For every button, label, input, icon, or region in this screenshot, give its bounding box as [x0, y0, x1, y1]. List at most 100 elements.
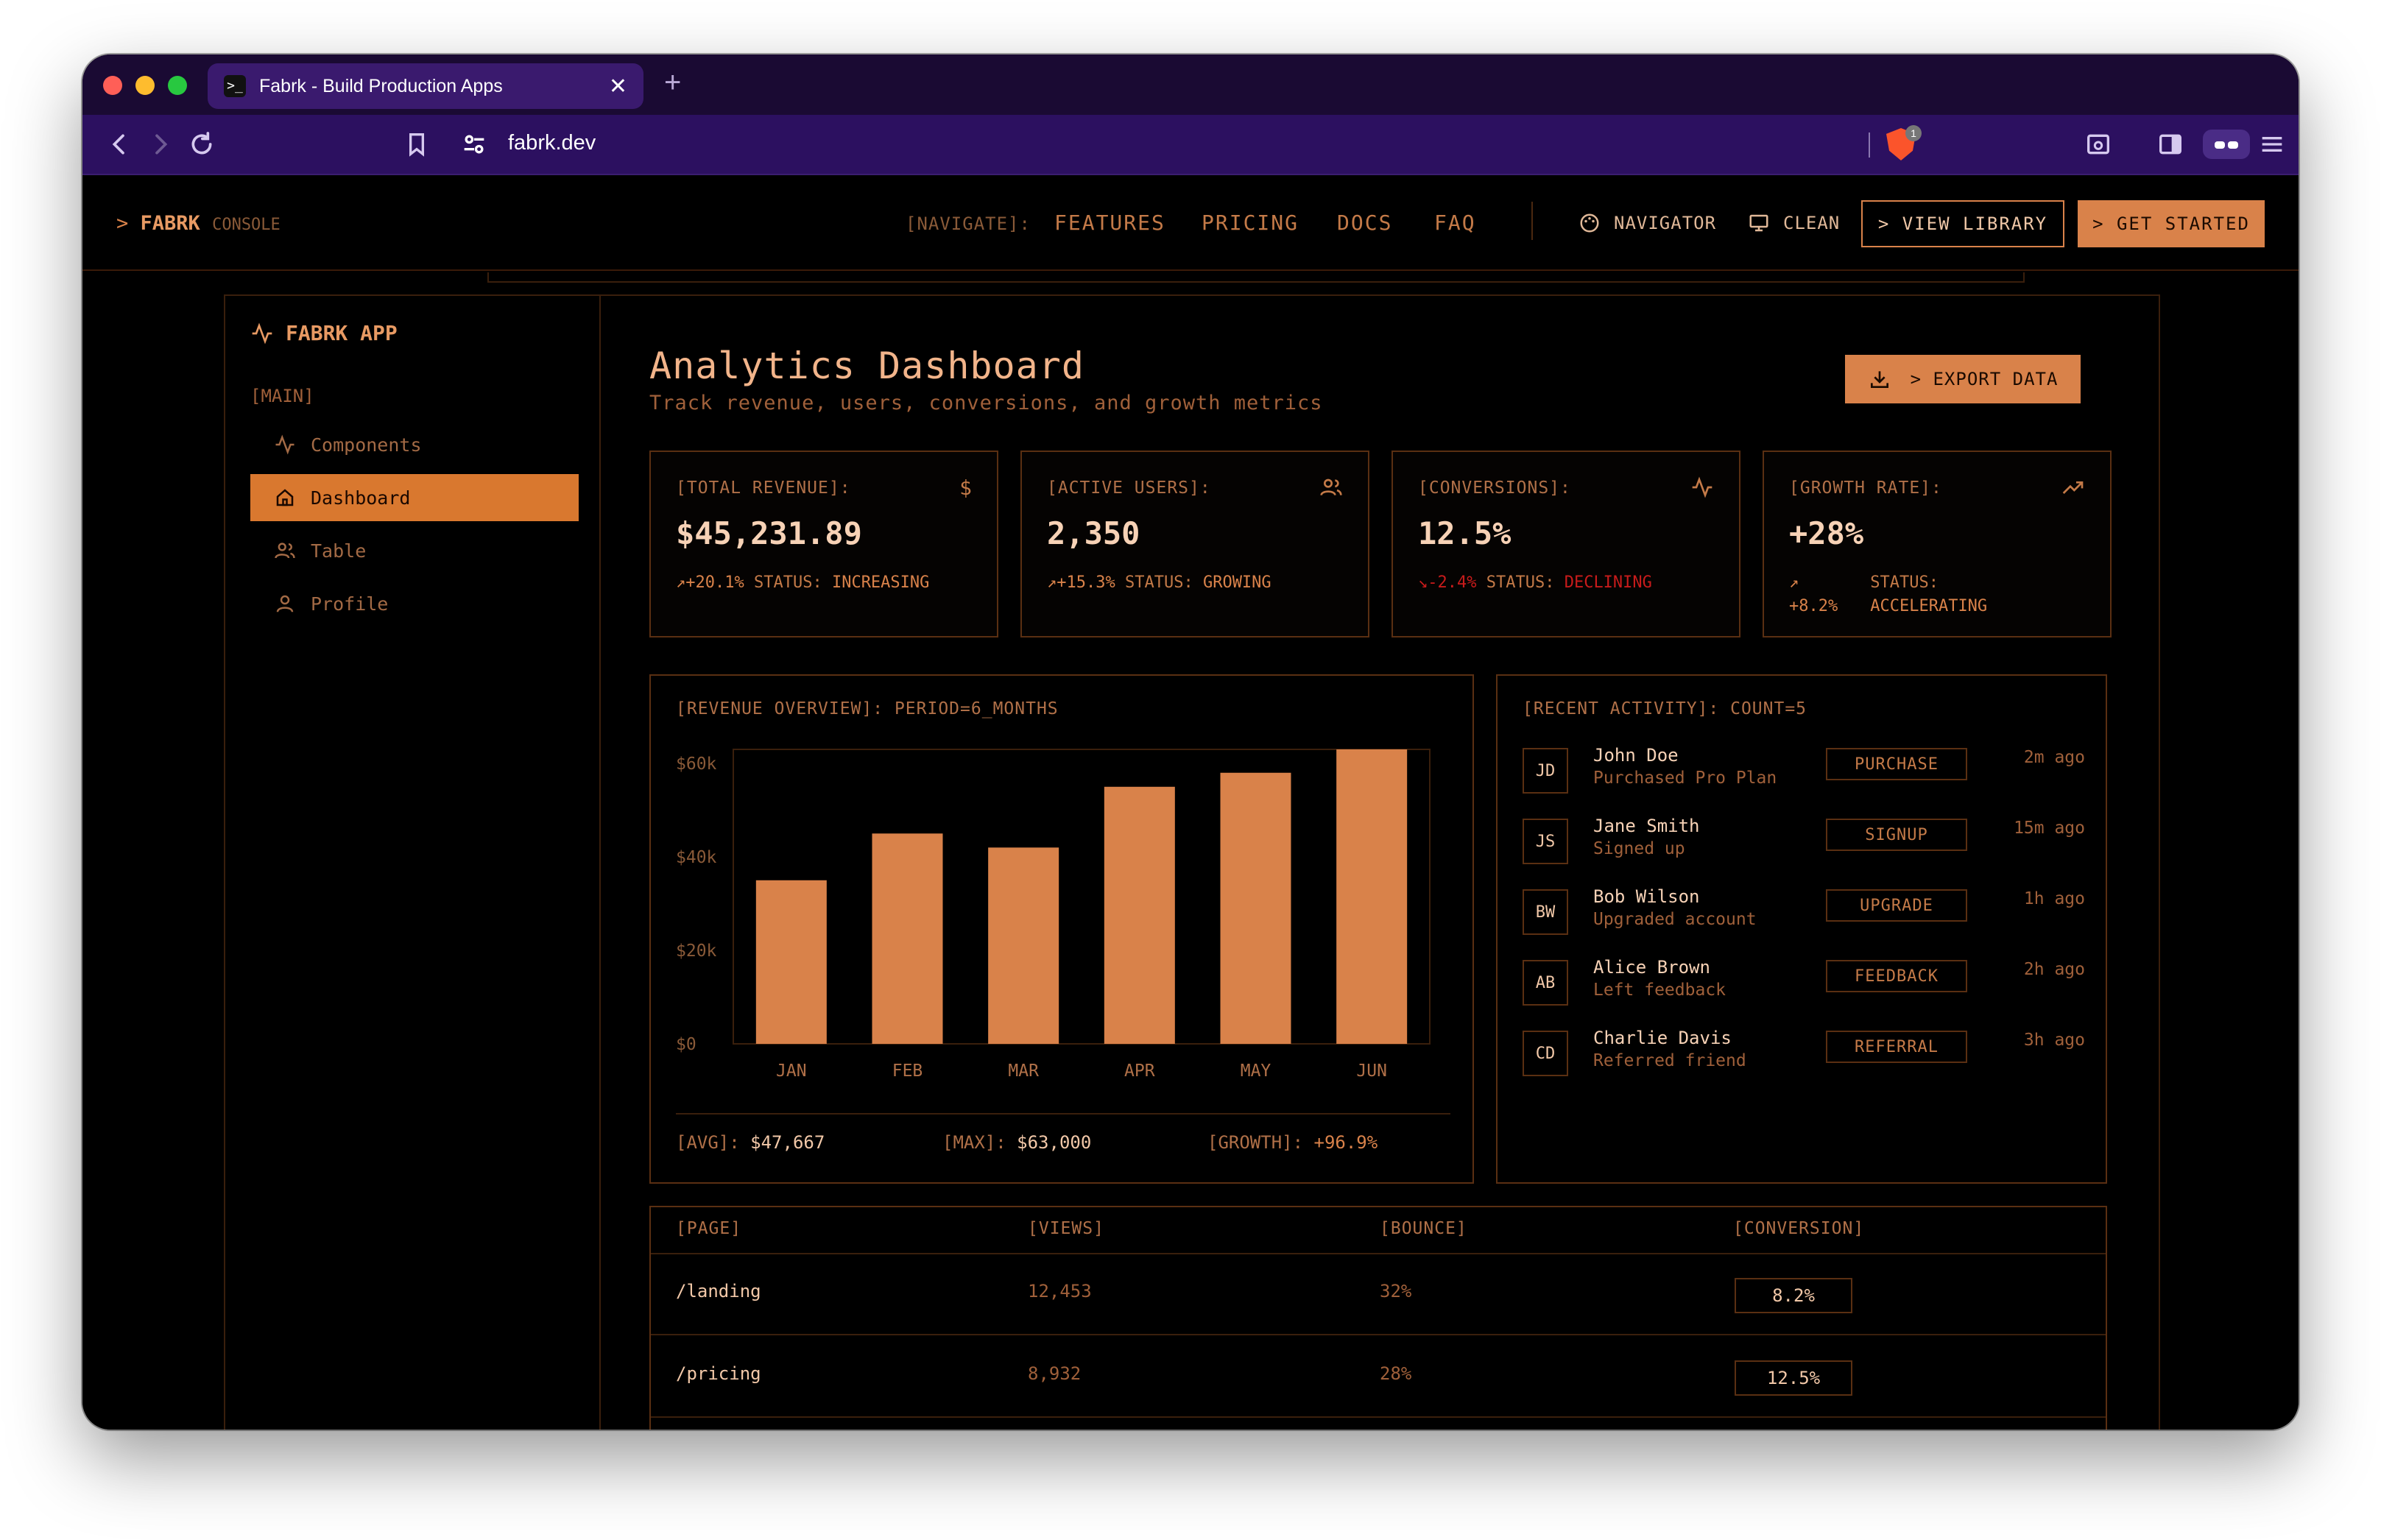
- y-tick-label: $0: [676, 1035, 696, 1054]
- nav-link-faq[interactable]: FAQ: [1434, 211, 1476, 235]
- tab-title: Fabrk - Build Production Apps: [259, 75, 503, 96]
- max-label: [MAX]:: [942, 1132, 1006, 1153]
- cell-bounce: 32%: [1380, 1281, 1412, 1301]
- menu-icon[interactable]: [2257, 130, 2287, 159]
- toolbar-divider: [1869, 133, 1870, 158]
- reader-mode-icon[interactable]: [2084, 130, 2113, 159]
- activity-user: Charlie Davis: [1593, 1028, 1732, 1048]
- dollar-icon: $: [959, 476, 972, 500]
- tab-strip: >_ Fabrk - Build Production Apps ✕ +: [82, 54, 2299, 115]
- app-frame: FABRK APP [MAIN] Components Dashboard Ta…: [224, 294, 2160, 1430]
- cell-bounce: 28%: [1380, 1363, 1412, 1384]
- bar-jun[interactable]: [1336, 749, 1408, 1044]
- get-started-button[interactable]: > GET STARTED: [2078, 200, 2265, 247]
- table-header-divider: [651, 1253, 2106, 1254]
- stat-status-label: STATUS:: [1870, 573, 1939, 592]
- maximize-window-button[interactable]: [168, 76, 187, 95]
- logo-suffix: CONSOLE: [212, 216, 281, 234]
- stat-label: [CONVERSIONS]:: [1418, 478, 1571, 498]
- bar-jan[interactable]: [755, 880, 827, 1044]
- column-header-views[interactable]: [VIEWS]: [1028, 1219, 1104, 1238]
- activity-badge: FEEDBACK: [1826, 960, 1967, 992]
- column-header-bounce[interactable]: [BOUNCE]: [1380, 1219, 1467, 1238]
- activity-time: 2h ago: [2023, 960, 2085, 979]
- activity-row[interactable]: AB Alice Brown Left feedback FEEDBACK 2h…: [1523, 957, 2085, 1011]
- bar-feb[interactable]: [872, 833, 943, 1044]
- cell-page: /landing: [676, 1281, 761, 1301]
- bookmark-icon[interactable]: [402, 130, 431, 159]
- site-settings-icon[interactable]: [459, 130, 489, 159]
- bar-may[interactable]: [1220, 772, 1291, 1044]
- stat-status: ACCELERATING: [1870, 597, 1988, 615]
- stat-change: +8.2%: [1789, 597, 1838, 615]
- users-icon: [275, 543, 295, 559]
- growth-value: +96.9%: [1313, 1132, 1378, 1153]
- avg-label: [AVG]:: [676, 1132, 740, 1153]
- activity-user: Alice Brown: [1593, 957, 1710, 978]
- stat-change: -2.4%: [1428, 573, 1477, 592]
- activity-row[interactable]: CD Charlie Davis Referred friend REFERRA…: [1523, 1028, 2085, 1082]
- clean-button[interactable]: CLEAN: [1748, 212, 1840, 234]
- x-tick-label: JUN: [1356, 1062, 1387, 1081]
- address-bar[interactable]: fabrk.dev: [508, 131, 596, 155]
- table-row[interactable]: /pricing 8,932 28% 12.5%: [651, 1337, 2106, 1418]
- activity-row[interactable]: JD John Doe Purchased Pro Plan PURCHASE …: [1523, 745, 2085, 799]
- x-tick-label: MAR: [1008, 1062, 1039, 1081]
- forward-icon[interactable]: [146, 130, 175, 159]
- x-tick-label: JAN: [776, 1062, 807, 1081]
- column-header-page[interactable]: [PAGE]: [676, 1219, 742, 1238]
- cell-conversion: 8.2%: [1735, 1278, 1852, 1313]
- stat-label: [ACTIVE USERS]:: [1047, 478, 1211, 498]
- stat-footer: ↘-2.4% STATUS: DECLINING: [1418, 571, 1652, 595]
- sidebar-item-profile[interactable]: Profile: [250, 580, 579, 627]
- back-icon[interactable]: [105, 130, 134, 159]
- cell-conversion: 12.5%: [1735, 1360, 1852, 1396]
- activity-user: Jane Smith: [1593, 816, 1700, 836]
- stat-card-growth: [GROWTH RATE]: +28% ↗ +8.2% STATUS: ACCE…: [1763, 451, 2112, 637]
- navigator-button[interactable]: NAVIGATOR: [1578, 212, 1716, 234]
- activity-title: [RECENT ACTIVITY]: COUNT=5: [1523, 699, 1807, 718]
- trend-up-icon: ↗: [676, 573, 686, 592]
- nav-link-docs[interactable]: DOCS: [1337, 211, 1393, 235]
- nav-link-features[interactable]: FEATURES: [1054, 211, 1165, 235]
- private-mode-icon[interactable]: [2203, 130, 2250, 159]
- site-header: > FABRK CONSOLE [NAVIGATE]: FEATURES PRI…: [82, 175, 2299, 271]
- activity-row[interactable]: JS Jane Smith Signed up SIGNUP 15m ago: [1523, 816, 2085, 870]
- activity-time: 3h ago: [2023, 1031, 2085, 1050]
- export-data-button[interactable]: > EXPORT DATA: [1845, 355, 2081, 403]
- download-icon: [1870, 371, 1888, 388]
- close-window-button[interactable]: [103, 76, 122, 95]
- column-header-conversion[interactable]: [CONVERSION]: [1733, 1219, 1865, 1238]
- table-row[interactable]: /landing 12,453 32% 8.2%: [651, 1254, 2106, 1335]
- browser-toolbar: fabrk.dev 1: [82, 115, 2299, 175]
- logo-prompt: >: [116, 212, 129, 235]
- activity-badge: PURCHASE: [1826, 748, 1967, 780]
- sidebar-toggle-icon[interactable]: [2156, 130, 2185, 159]
- sidebar-item-label: Dashboard: [311, 487, 411, 509]
- tab-close-button[interactable]: ✕: [608, 74, 627, 99]
- avg-value: $47,667: [750, 1132, 825, 1153]
- stat-card-users: [ACTIVE USERS]: 2,350 ↗+15.3% STATUS: GR…: [1020, 451, 1369, 637]
- browser-tab[interactable]: >_ Fabrk - Build Production Apps ✕: [208, 63, 643, 109]
- stat-value: $45,231.89: [676, 515, 862, 551]
- cell-views: 12,453: [1028, 1281, 1092, 1301]
- sidebar-item-components[interactable]: Components: [250, 421, 579, 468]
- reload-icon[interactable]: [187, 130, 216, 159]
- shields-count-badge: 1: [1905, 125, 1922, 141]
- plot-area: [733, 749, 1431, 1045]
- sidebar-item-label: Components: [311, 434, 422, 456]
- sidebar-item-table[interactable]: Table: [250, 527, 579, 574]
- new-tab-button[interactable]: +: [664, 66, 682, 99]
- minimize-window-button[interactable]: [135, 76, 155, 95]
- nav-link-pricing[interactable]: PRICING: [1202, 211, 1299, 235]
- chart-growth-stat: [GROWTH]: +96.9%: [1207, 1132, 1378, 1153]
- site-logo[interactable]: > FABRK CONSOLE: [116, 212, 281, 235]
- activity-row[interactable]: BW Bob Wilson Upgraded account UPGRADE 1…: [1523, 886, 2085, 941]
- bar-apr[interactable]: [1104, 786, 1175, 1044]
- bar-mar[interactable]: [988, 847, 1059, 1044]
- sidebar-item-dashboard[interactable]: Dashboard: [250, 474, 579, 521]
- revenue-chart-panel: [REVENUE OVERVIEW]: PERIOD=6_MONTHS $0 $2…: [649, 674, 1474, 1184]
- avatar: JS: [1523, 819, 1568, 864]
- activity-desc: Signed up: [1593, 839, 1685, 858]
- view-library-button[interactable]: > VIEW LIBRARY: [1861, 200, 2064, 247]
